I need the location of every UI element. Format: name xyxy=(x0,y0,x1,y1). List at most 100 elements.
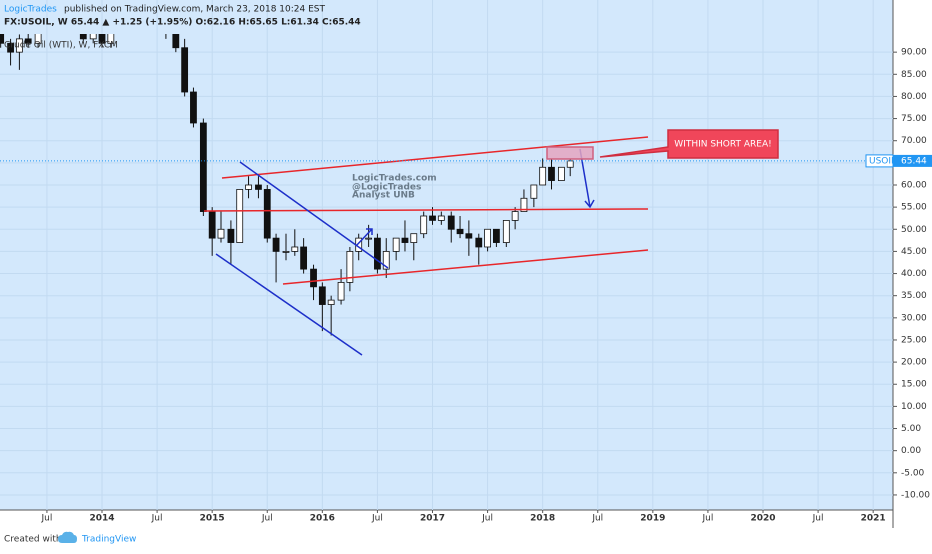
candle-body xyxy=(227,228,235,243)
x-tick-label: Jul xyxy=(812,514,824,524)
watermark: LogicTrades.com xyxy=(352,174,437,184)
candle-body xyxy=(420,215,428,235)
x-tick-label: 2020 xyxy=(750,514,775,524)
last-price-box xyxy=(893,154,932,167)
quote: FX:USOIL, W 65.44 ▲ +1.25 (+1.95%) O:62.… xyxy=(4,18,361,28)
y-tick-label: 75.00 xyxy=(901,114,927,124)
candle-body xyxy=(181,47,189,93)
trend-line xyxy=(239,161,389,269)
candle-body xyxy=(0,34,5,44)
candle-body xyxy=(107,34,115,44)
x-tick-label: 2016 xyxy=(310,514,335,524)
y-tick-label: 80.00 xyxy=(901,92,927,102)
candle-body xyxy=(429,215,436,221)
y-tick-label: 15.00 xyxy=(901,380,927,390)
y-tick-label: 20.00 xyxy=(901,358,927,368)
candle-body xyxy=(272,237,280,252)
candle-body xyxy=(263,189,271,239)
candle-body xyxy=(410,233,418,243)
y-tick-label: 0.00 xyxy=(901,446,921,456)
y-tick-label: 55.00 xyxy=(901,203,927,213)
candle-body xyxy=(24,38,32,44)
x-tick-label: Jul xyxy=(261,514,273,524)
candle-body xyxy=(365,237,373,240)
candle-body xyxy=(34,34,42,44)
y-tick-label: 35.00 xyxy=(901,291,927,301)
candle-body xyxy=(346,251,354,283)
time-axis-panel xyxy=(0,510,893,528)
x-tick-label: 2021 xyxy=(861,514,886,524)
y-tick-label: 60.00 xyxy=(901,180,927,190)
footer-brand[interactable]: TradingView xyxy=(81,535,136,545)
y-tick-label: 45.00 xyxy=(901,247,927,257)
published: published on TradingView.com, March 23, … xyxy=(64,5,325,15)
drawings xyxy=(203,129,779,356)
candle-body xyxy=(558,166,565,181)
candle-body xyxy=(337,282,345,301)
trend-line xyxy=(203,208,649,212)
y-tick-label: -10.00 xyxy=(901,490,930,500)
candle-body xyxy=(511,211,519,221)
x-tick-label: Jul xyxy=(701,514,713,524)
candle-body xyxy=(300,246,308,270)
x-tick-label: 2019 xyxy=(640,514,665,524)
candle-body xyxy=(447,215,455,230)
candle-body xyxy=(190,91,197,124)
last-price-name: USOIL xyxy=(869,156,896,166)
candle-body xyxy=(520,197,528,212)
candle-body xyxy=(217,228,225,239)
y-tick-label: 90.00 xyxy=(901,48,927,58)
candle-body xyxy=(79,34,87,40)
x-tick-label: 2014 xyxy=(89,514,114,524)
arrow xyxy=(355,228,373,247)
candle-body xyxy=(493,228,500,243)
candle-body xyxy=(208,211,216,239)
candle-body xyxy=(282,251,290,253)
price-axis-panel xyxy=(893,0,932,528)
candle-body xyxy=(530,184,538,199)
watermark: @LogicTrades xyxy=(352,183,421,193)
trend-line xyxy=(215,253,363,356)
candle-body xyxy=(539,166,547,186)
x-tick-label: 2018 xyxy=(530,514,555,524)
candle-body xyxy=(236,189,244,243)
candle-body xyxy=(475,237,483,248)
y-tick-label: 40.00 xyxy=(901,269,927,279)
candle-body xyxy=(327,299,335,305)
candle-body xyxy=(255,184,262,190)
candle-body xyxy=(15,38,23,53)
candle-body xyxy=(382,251,390,270)
trend-line xyxy=(221,136,649,179)
candle-body xyxy=(484,228,491,248)
y-tick-label: -5.00 xyxy=(901,468,925,478)
x-tick-label: Jul xyxy=(371,514,383,524)
background xyxy=(0,0,932,528)
x-tick-label: Jul xyxy=(41,514,53,524)
x-tick-label: Jul xyxy=(591,514,603,524)
y-tick-label: 5.00 xyxy=(901,424,921,434)
watermark: Analyst UNB xyxy=(352,191,415,201)
candle-body xyxy=(245,184,252,190)
x-tick-label: 2017 xyxy=(420,514,445,524)
chart-title: Crude Oil (WTI), W, FXCM xyxy=(4,41,118,51)
candle-body xyxy=(548,166,555,181)
candle-body xyxy=(98,34,106,44)
candle-body xyxy=(310,268,317,288)
x-tick-label: Jul xyxy=(481,514,493,524)
y-tick-label: 50.00 xyxy=(901,225,927,235)
candle-body xyxy=(502,220,510,243)
candle-body xyxy=(465,233,473,239)
candle-body xyxy=(318,286,326,305)
candle-body xyxy=(172,34,180,49)
last-price-label: 65.44 xyxy=(901,156,927,166)
candle-body xyxy=(199,122,207,212)
author[interactable]: LogicTrades xyxy=(4,5,57,15)
y-tick-label: 25.00 xyxy=(901,335,927,345)
candle-body xyxy=(401,237,409,243)
candle-body xyxy=(7,42,14,53)
x-tick-label: 2015 xyxy=(200,514,225,524)
y-tick-label: 70.00 xyxy=(901,136,927,146)
candle-body xyxy=(392,237,400,252)
y-tick-label: 10.00 xyxy=(901,402,927,412)
